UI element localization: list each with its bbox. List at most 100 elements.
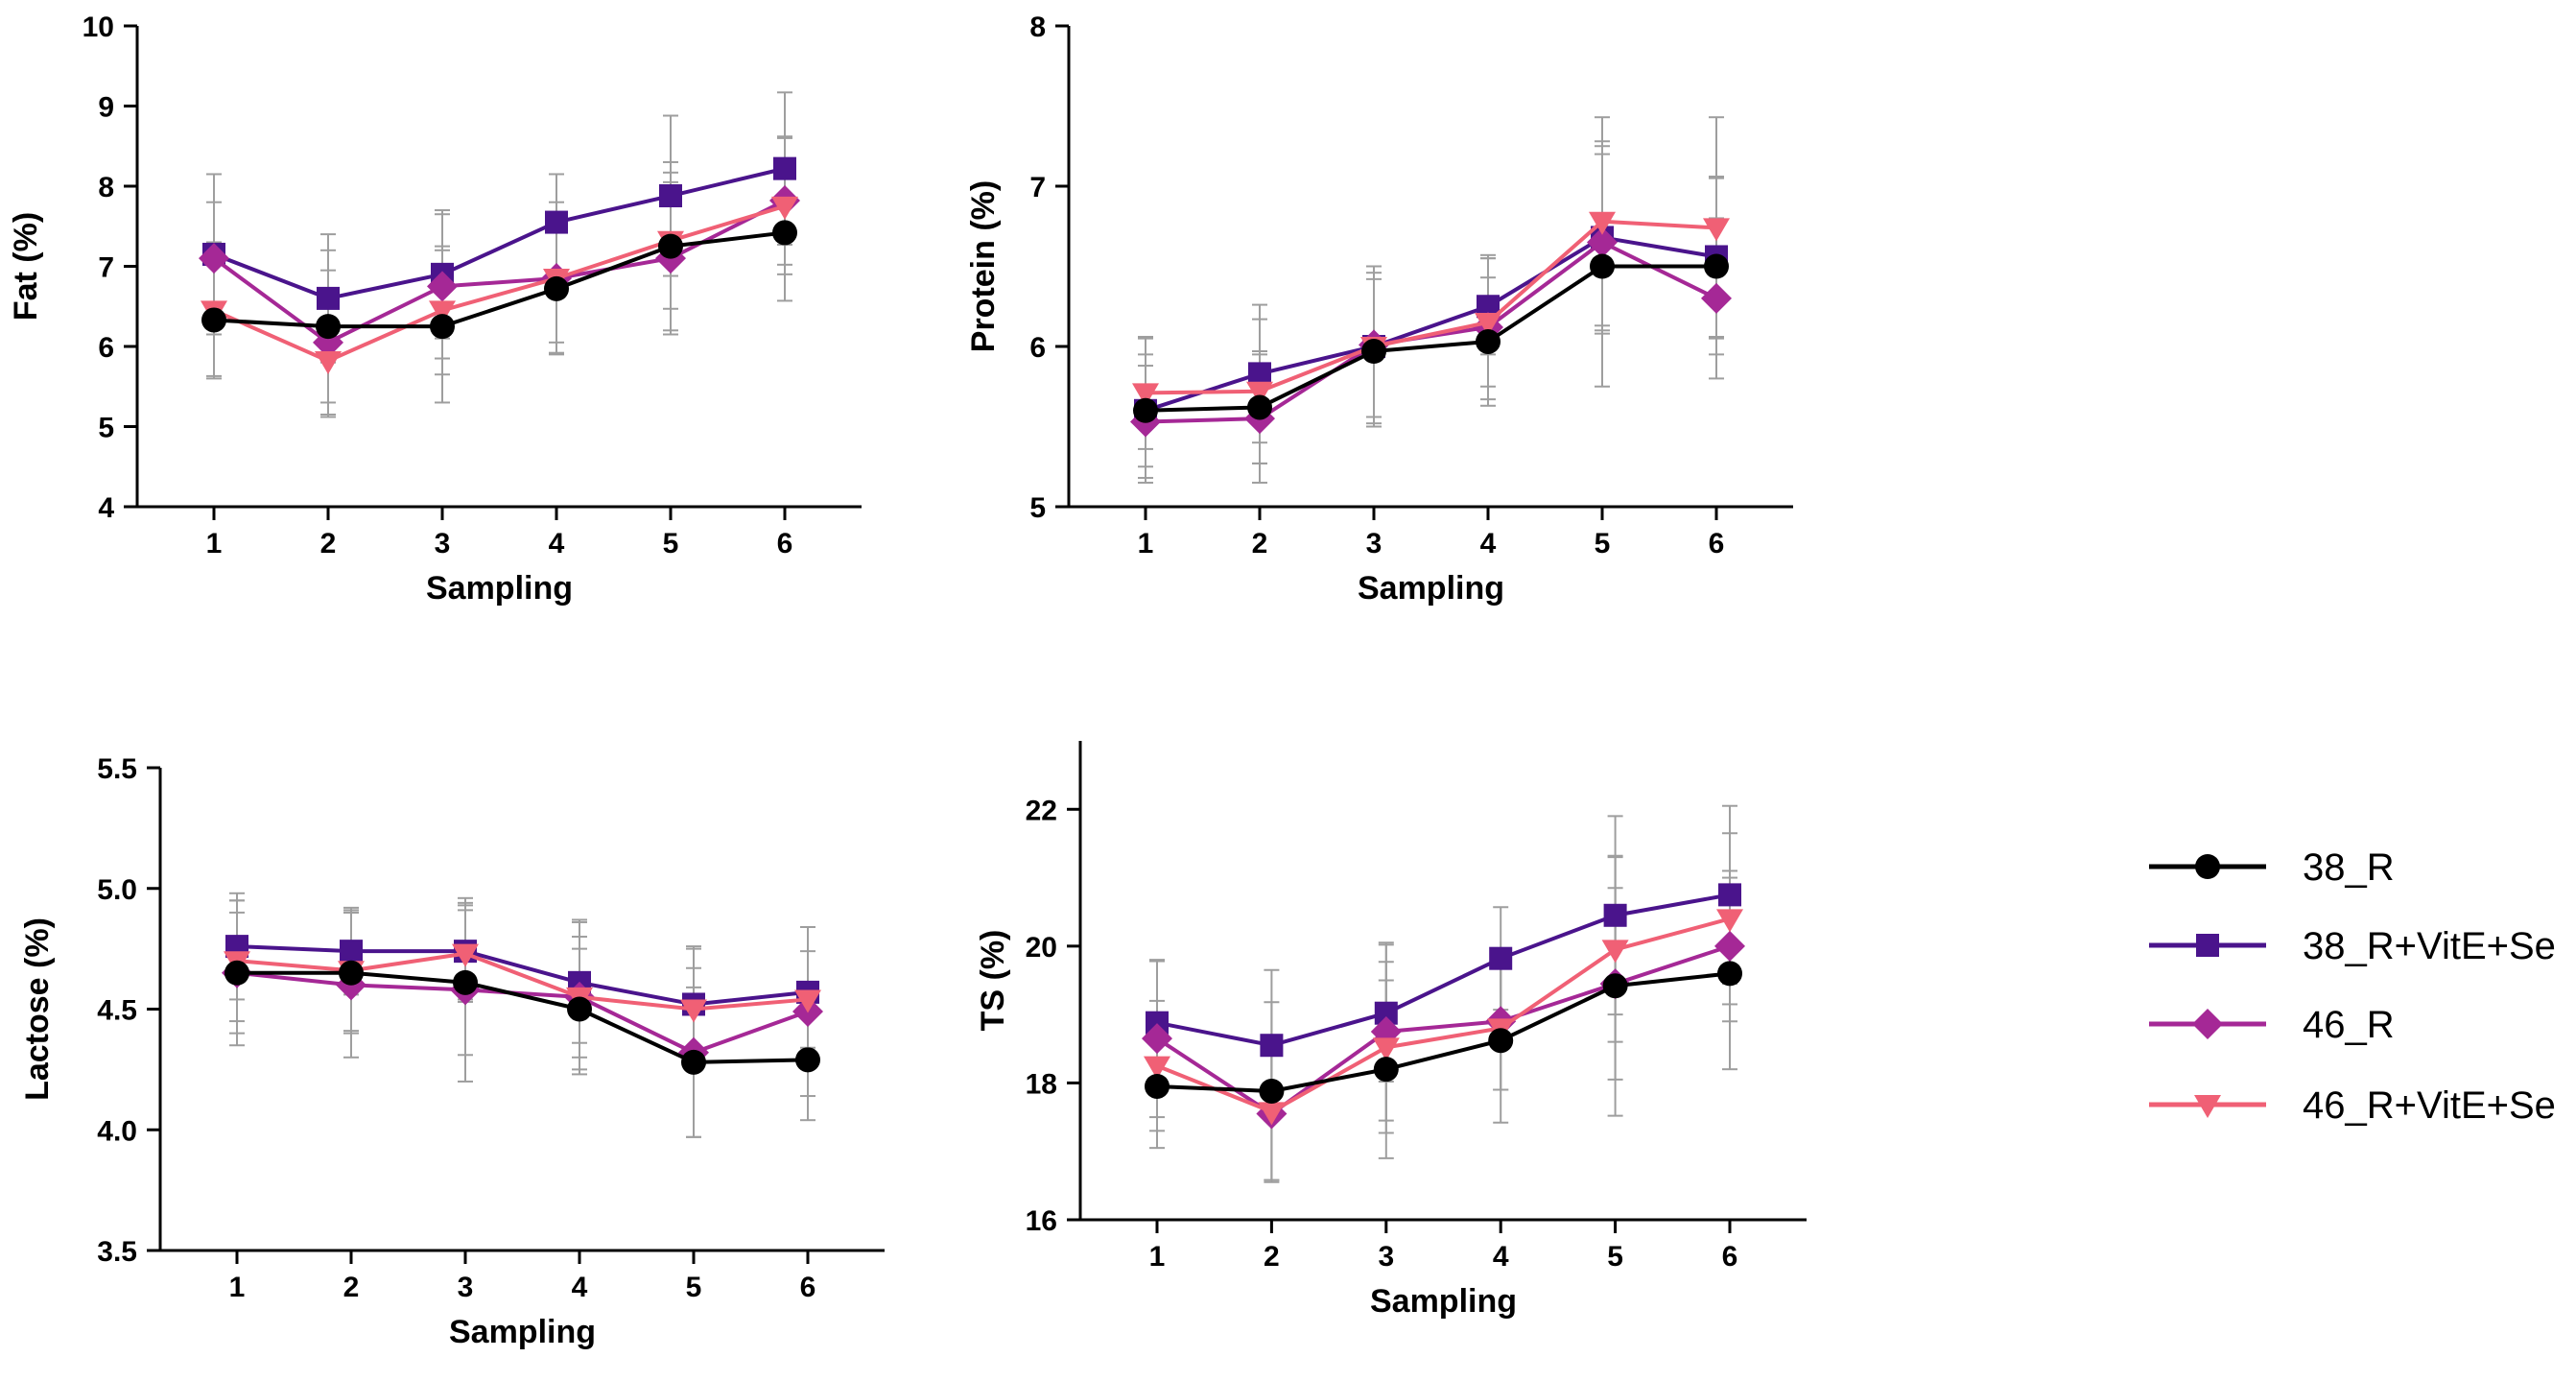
lactose-y-tick-label: 5.0 <box>97 874 137 906</box>
ts-point-38-r-vite-se <box>1260 1034 1284 1058</box>
lactose-x-tick-label: 5 <box>686 1272 702 1303</box>
ts-line-38-r-vite-se <box>1156 893 1731 1048</box>
fat-point-38-r <box>658 233 683 259</box>
lactose-point-46-r-vite-se <box>794 989 821 1013</box>
fat-y-axis-title: Fat (%) <box>8 212 44 321</box>
ts-point-38-r-vite-se <box>1718 883 1741 907</box>
fat-x-tick-label: 1 <box>206 528 223 560</box>
fat-point-38-r <box>544 275 569 301</box>
protein-y-tick-label: 6 <box>1029 332 1046 364</box>
ts-y-axis-title: TS (%) <box>975 930 1011 1032</box>
protein-point-46-r <box>1587 226 1618 258</box>
lactose-point-38-r <box>339 960 364 986</box>
protein-y-axis-title: Protein (%) <box>965 180 1002 352</box>
protein-point-38-r-vite-se <box>1248 362 1271 386</box>
lactose-y-axis-title: Lactose (%) <box>19 917 56 1101</box>
protein-point-38-r <box>1476 328 1501 354</box>
fat-y-tick-label: 7 <box>98 252 114 284</box>
protein-y-tick-label: 8 <box>1029 12 1046 43</box>
fat-point-38-r <box>316 314 341 340</box>
ts-y-tick-label: 18 <box>1026 1068 1057 1100</box>
ts-y-tick-label: 20 <box>1026 932 1057 964</box>
protein-errorbars-38-r-vite-se <box>1138 140 1724 484</box>
lactose-point-38-r-vite-se <box>340 940 363 964</box>
fat-y-tick-label: 9 <box>98 92 114 124</box>
fat-errorbars-46-r-vite-se <box>206 136 792 418</box>
ts-point-46-r-vite-se <box>1372 1037 1400 1061</box>
ts-point-38-r <box>1145 1073 1170 1099</box>
ts-line-38-r <box>1156 971 1731 1093</box>
lactose-y-tick-label: 5.5 <box>97 753 137 785</box>
legend-marker-square <box>2196 934 2219 957</box>
lactose-y-tick-label: 3.5 <box>97 1236 137 1268</box>
protein-line-46-r-vite-se <box>1145 219 1717 395</box>
ts-point-38-r-vite-se <box>1603 903 1627 927</box>
ts-line-46-r <box>1155 943 1731 1116</box>
protein-x-tick-label: 1 <box>1138 528 1154 560</box>
fat-point-46-r <box>427 271 458 302</box>
fat-line-46-r <box>212 199 786 345</box>
ts-x-tick-label: 2 <box>1264 1241 1280 1273</box>
ts-errorbars-46-r-vite-se <box>1149 832 1737 1181</box>
legend-label: 46_R <box>2303 1004 2395 1046</box>
protein-y-tick-label: 7 <box>1029 172 1046 203</box>
ts-point-46-r-vite-se <box>1258 1102 1286 1126</box>
protein-point-46-r-vite-se <box>1246 381 1273 405</box>
protein-point-38-r <box>1361 339 1386 365</box>
ts-point-46-r-vite-se <box>1144 1056 1170 1080</box>
fat-point-46-r-vite-se <box>429 300 456 324</box>
fat-line-46-r-vite-se <box>213 203 786 364</box>
ts-point-46-r-vite-se <box>1716 909 1743 933</box>
protein-errorbars-46-r-vite-se <box>1138 116 1724 464</box>
fat-point-38-r <box>201 307 226 333</box>
fat-x-tick-label: 3 <box>435 528 451 560</box>
lactose-point-46-r-vite-se <box>452 943 479 967</box>
ts-point-46-r-vite-se <box>1601 940 1629 964</box>
protein-point-38-r <box>1133 397 1158 423</box>
fat-y-tick-label: 8 <box>98 172 114 203</box>
fat-point-46-r-vite-se <box>315 351 342 375</box>
legend-item-46-r-vite-se: 46_R+VitE+Se <box>2149 1084 2556 1127</box>
ts-y-tick-label: 16 <box>1026 1205 1057 1237</box>
ts-point-38-r <box>1488 1028 1514 1054</box>
protein-line-38-r <box>1145 264 1716 413</box>
fat-x-axis-title: Sampling <box>426 570 573 607</box>
lactose-errorbars-46-r <box>229 896 815 1138</box>
legend-label: 38_R <box>2303 846 2395 889</box>
lactose-point-38-r <box>453 969 478 995</box>
protein-line-38-r-vite-se <box>1145 235 1717 413</box>
fat-errorbars-46-r <box>206 135 792 416</box>
legend-label: 46_R+VitE+Se <box>2303 1084 2556 1127</box>
ts-point-38-r-vite-se <box>1489 946 1513 970</box>
lactose-point-38-r <box>795 1047 820 1073</box>
protein-x-tick-label: 3 <box>1366 528 1383 560</box>
protein-point-46-r <box>1701 282 1732 314</box>
fat-point-38-r <box>430 314 455 340</box>
ts-x-axis-title: Sampling <box>1370 1283 1517 1320</box>
protein-x-tick-label: 5 <box>1595 528 1611 560</box>
fat-y-tick-label: 6 <box>98 332 114 364</box>
protein-errorbars-46-r <box>1138 153 1724 484</box>
lactose-x-axis-title: Sampling <box>449 1314 596 1350</box>
lactose-errorbars-38-r-vite-se <box>229 892 815 1063</box>
ts-point-38-r <box>1259 1078 1285 1104</box>
protein-chart-panel: 5 6 7 8 1 2 3 4 5 6 Sampling Protein (%) <box>965 12 1793 607</box>
legend-marker-triangle-down <box>2194 1095 2221 1118</box>
lactose-x-tick-label: 3 <box>458 1272 474 1303</box>
fat-point-38-r-vite-se <box>317 286 340 310</box>
protein-x-axis-title: Sampling <box>1358 570 1504 607</box>
ts-point-38-r <box>1602 973 1628 999</box>
ts-x-tick-label: 1 <box>1149 1241 1166 1273</box>
lactose-point-38-r <box>567 996 592 1022</box>
lactose-chart-panel: 3.5 4.0 4.5 5.0 5.5 1 2 3 4 5 6 Sampling Lactose (%) <box>19 753 885 1350</box>
legend: 38_R 38_R+VitE+Se 46_R 46_R+VitE+Se <box>2149 846 2556 1127</box>
protein-y-tick-label: 5 <box>1029 492 1046 524</box>
lactose-x-tick-label: 2 <box>343 1272 360 1303</box>
fat-point-46-r <box>199 243 229 274</box>
ts-x-tick-label: 4 <box>1493 1241 1509 1273</box>
lactose-x-tick-label: 6 <box>800 1272 816 1303</box>
fat-point-38-r <box>772 220 797 246</box>
fat-x-tick-label: 2 <box>320 528 337 560</box>
fat-point-38-r-vite-se <box>545 210 568 234</box>
fat-point-38-r-vite-se <box>773 156 796 180</box>
